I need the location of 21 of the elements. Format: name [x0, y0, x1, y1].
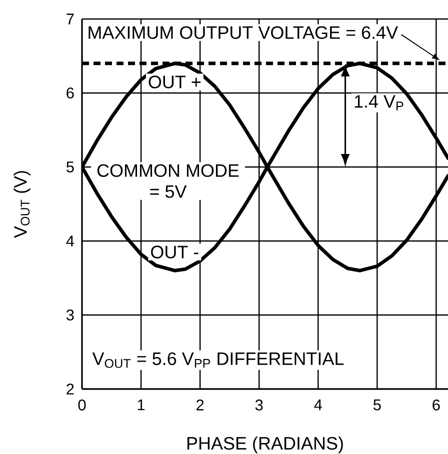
ref-line-label: MAXIMUM OUTPUT VOLTAGE = 6.4V: [88, 26, 398, 39]
x-tick-label: 5: [373, 400, 381, 410]
y-tick-label: 7: [66, 14, 74, 24]
y-tick-label: 5: [66, 162, 74, 172]
x-tick-label: 2: [196, 400, 204, 410]
y-tick-label: 2: [66, 384, 74, 394]
series-label: OUT +: [148, 76, 201, 88]
y-tick-label: 6: [66, 88, 74, 98]
annotation: 1.4 V$_{P}$: [354, 95, 404, 110]
x-tick-label: 0: [78, 400, 86, 410]
annotation: V$_{OUT}$ = 5.6 V$_{PP}$ DIFFERENTIAL: [92, 352, 344, 368]
x-tick-label: 3: [255, 400, 263, 410]
series-label: OUT -: [151, 246, 198, 258]
x-tick-label: 1: [138, 400, 145, 410]
annotation: COMMON MODE = 5V: [97, 164, 239, 198]
x-tick-label: 6: [432, 400, 440, 410]
y-axis-title: V$_{OUT}$ (V): [14, 171, 30, 238]
x-axis-title: PHASE (RADIANS): [187, 436, 343, 454]
x-tick-label: 4: [314, 400, 322, 410]
y-tick-label: 3: [66, 310, 74, 320]
y-tick-label: 4: [66, 236, 74, 246]
